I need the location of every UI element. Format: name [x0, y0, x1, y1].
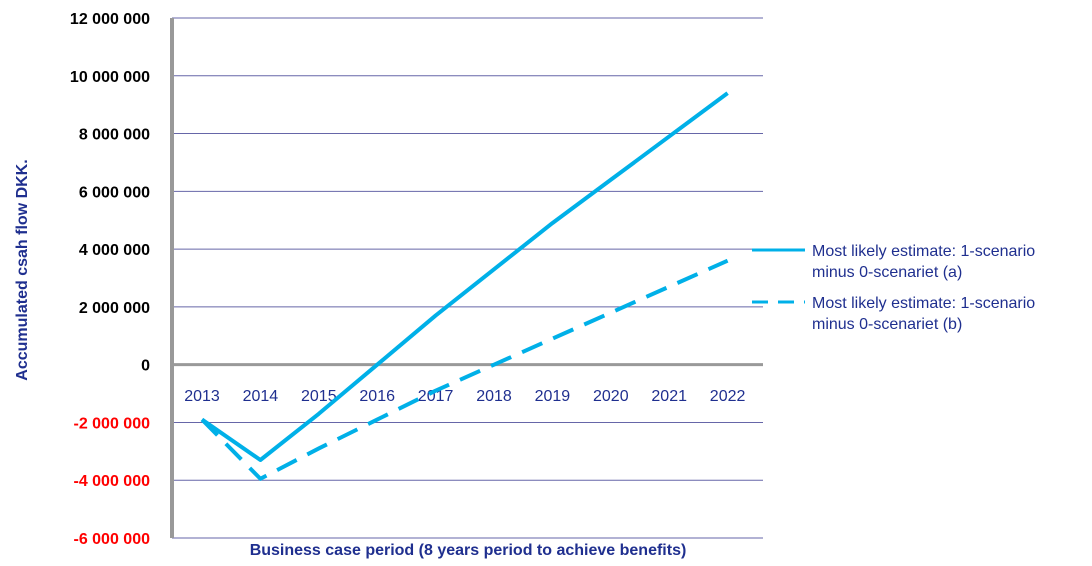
axes	[170, 18, 763, 538]
x-axis-title: Business case period (8 years period to …	[250, 542, 687, 559]
x-tick-label: 2019	[535, 388, 571, 405]
x-tick-label: 2022	[710, 388, 746, 405]
x-tick-label: 2016	[359, 388, 395, 405]
y-tick-label: 2 000 000	[79, 300, 150, 317]
y-tick-label: 8 000 000	[79, 127, 150, 144]
x-tick-label: 2018	[476, 388, 512, 405]
y-tick-label: 6 000 000	[79, 184, 150, 201]
y-tick-label: -4 000 000	[73, 473, 150, 490]
y-tick-label: 4 000 000	[79, 242, 150, 259]
legend: Most likely estimate: 1-scenario minus 0-…	[752, 243, 1035, 333]
series-line-a	[200, 91, 729, 462]
legend-label-a: Most likely estimate: 1-scenario	[812, 243, 1035, 260]
y-tick-labels: 12 000 000 10 000 000 8 000 000 6 000 000 4 …	[70, 11, 150, 548]
x-tick-label: 2013	[184, 388, 220, 405]
series-lines	[200, 91, 729, 481]
x-tick-label: 2015	[301, 388, 337, 405]
legend-label-b: Most likely estimate: 1-scenario	[812, 295, 1035, 312]
legend-label-b: minus 0-scenariet (b)	[812, 316, 962, 333]
grid-lines	[172, 17, 763, 539]
y-tick-label: 12 000 000	[70, 11, 150, 28]
y-tick-label: 10 000 000	[70, 69, 150, 86]
x-tick-labels: 2013 2014 2015 2016 2017 2018 2019 2020 2021 2022	[184, 388, 745, 405]
legend-label-a: minus 0-scenariet (a)	[812, 264, 962, 281]
y-tick-label: -6 000 000	[73, 531, 150, 548]
x-tick-label: 2014	[243, 388, 279, 405]
series-line-b	[200, 258, 729, 481]
y-axis-title: Accumulated csah flow DKK.	[14, 159, 31, 380]
x-tick-label: 2020	[593, 388, 629, 405]
y-tick-label: -2 000 000	[73, 415, 150, 432]
x-tick-label: 2021	[651, 388, 687, 405]
x-tick-label: 2017	[418, 388, 454, 405]
y-tick-label: 0	[141, 358, 150, 375]
